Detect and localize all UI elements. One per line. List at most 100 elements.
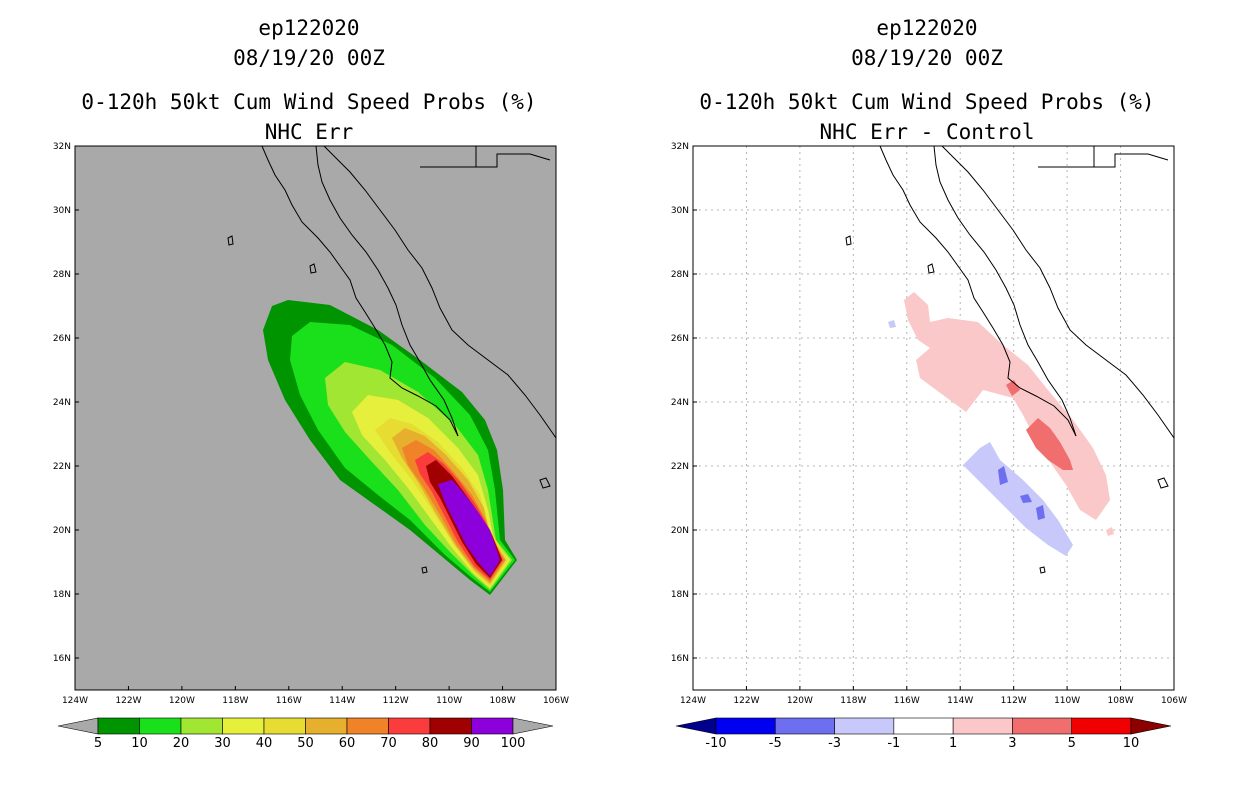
island-2 bbox=[309, 263, 317, 274]
colorbar-label: 40 bbox=[256, 736, 273, 751]
difference-map: 32N 30N 28N 26N 24N 22N 20N 18N 16N 124W 122W 120W… bbox=[671, 142, 1187, 751]
map-background bbox=[693, 146, 1174, 690]
lat-label: 32N bbox=[53, 142, 71, 152]
colorbar: -10 -5 -3 -1 1 3 5 10 bbox=[675, 717, 1172, 751]
coastlines bbox=[227, 146, 556, 574]
colorbar-segment bbox=[97, 717, 140, 735]
colorbar-label: -1 bbox=[887, 736, 900, 751]
lat-label: 26N bbox=[671, 334, 689, 344]
island-3 bbox=[539, 477, 551, 489]
lon-label: 112W bbox=[1001, 696, 1027, 706]
colorbar-segment bbox=[715, 717, 776, 735]
contour-neg-1b bbox=[888, 320, 896, 328]
contour-neg-1 bbox=[963, 442, 1073, 556]
colorbar-label: 90 bbox=[463, 736, 480, 751]
right-panel: ep122020 08/19/20 00Z 0-120h 50kt Cum Wi… bbox=[618, 0, 1236, 800]
colorbar-segment bbox=[388, 717, 431, 735]
lon-label: 110W bbox=[436, 696, 462, 706]
colorbar-high-arrow bbox=[1130, 717, 1172, 735]
colorbar-segment bbox=[1012, 717, 1073, 735]
lat-axis: 32N 30N 28N 26N 24N 22N 20N 18N 16N bbox=[53, 142, 79, 664]
storm-id: ep122020 bbox=[258, 16, 360, 40]
lon-label: 116W bbox=[276, 696, 302, 706]
colorbar-segment bbox=[180, 717, 223, 735]
island-1 bbox=[227, 235, 234, 246]
colorbar-label: 50 bbox=[297, 736, 314, 751]
map-frame bbox=[74, 145, 557, 691]
lat-label: 24N bbox=[671, 398, 689, 408]
map-frame bbox=[692, 145, 1175, 691]
colorbar-segment bbox=[471, 717, 514, 735]
island-4 bbox=[421, 566, 428, 574]
colorbar-high-arrow bbox=[512, 717, 554, 735]
lat-label: 32N bbox=[671, 142, 689, 152]
storm-id: ep122020 bbox=[876, 16, 978, 40]
colorbar: 5 10 20 30 40 50 60 70 80 90 100 bbox=[57, 717, 554, 751]
lat-label: 24N bbox=[53, 398, 71, 408]
colorbar-segment bbox=[834, 717, 895, 735]
lat-label: 20N bbox=[671, 526, 689, 536]
lat-label: 22N bbox=[671, 462, 689, 472]
colorbar-label: 5 bbox=[94, 736, 102, 751]
colorbar-label: 70 bbox=[380, 736, 397, 751]
coastline-baja-east bbox=[315, 146, 459, 437]
border-line bbox=[1038, 146, 1169, 168]
colorbar-label: 3 bbox=[1008, 736, 1016, 751]
island-4 bbox=[1039, 566, 1046, 574]
lon-label: 122W bbox=[733, 696, 759, 706]
lon-label: 124W bbox=[680, 696, 706, 706]
lon-label: 110W bbox=[1054, 696, 1080, 706]
lon-label: 112W bbox=[383, 696, 409, 706]
lat-label: 22N bbox=[53, 462, 71, 472]
colorbar-segment bbox=[952, 717, 1013, 735]
island-1 bbox=[845, 235, 852, 246]
lon-label: 120W bbox=[787, 696, 813, 706]
colorbar-segment bbox=[893, 717, 954, 735]
colorbar-low-arrow bbox=[675, 717, 717, 735]
contour-neg-3 bbox=[998, 466, 1008, 485]
colorbar-label: 30 bbox=[214, 736, 231, 751]
colorbar-label: 100 bbox=[501, 736, 526, 751]
lon-label: 106W bbox=[1161, 696, 1187, 706]
colorbar-segment bbox=[346, 717, 389, 735]
chart-subtitle: NHC Err - Control bbox=[819, 120, 1035, 144]
contour-90 bbox=[438, 480, 500, 576]
coastline-baja-east bbox=[933, 146, 1077, 437]
lon-label: 108W bbox=[1108, 696, 1134, 706]
colorbar-label: 20 bbox=[173, 736, 190, 751]
contour-neg-3c bbox=[1036, 505, 1045, 520]
lon-label: 114W bbox=[947, 696, 973, 706]
coastlines bbox=[845, 146, 1174, 574]
lat-label: 18N bbox=[671, 590, 689, 600]
difference-contours bbox=[888, 292, 1114, 556]
colorbar-label: -10 bbox=[705, 736, 726, 751]
lon-label: 118W bbox=[222, 696, 248, 706]
colorbar-label: 5 bbox=[1068, 736, 1076, 751]
colorbar-label: 80 bbox=[422, 736, 439, 751]
border-line bbox=[420, 146, 551, 168]
coastline-mainland bbox=[323, 146, 556, 439]
colorbar-segment bbox=[263, 717, 306, 735]
lat-label: 16N bbox=[671, 654, 689, 664]
colorbar-label: -5 bbox=[769, 736, 782, 751]
colorbar-label: 60 bbox=[339, 736, 356, 751]
contour-pos-1b bbox=[1106, 527, 1114, 536]
colorbar-segment bbox=[1071, 717, 1132, 735]
left-panel: ep122020 08/19/20 00Z 0-120h 50kt Cum Wi… bbox=[53, 16, 569, 751]
lat-label: 18N bbox=[53, 590, 71, 600]
colorbar-low-arrow bbox=[57, 717, 99, 735]
probability-map: 32N 30N 28N 26N 24N 22N 20N 18N 16N 124W 122W 120W… bbox=[53, 142, 569, 751]
lon-label: 114W bbox=[329, 696, 355, 706]
lat-label: 26N bbox=[53, 334, 71, 344]
lat-label: 28N bbox=[671, 270, 689, 280]
colorbar-label: 10 bbox=[131, 736, 148, 751]
lon-axis: 124W 122W 120W 118W 116W 114W 112W 110W 108W 106W bbox=[680, 686, 1187, 706]
lat-label: 16N bbox=[53, 654, 71, 664]
colorbar-label: 10 bbox=[1123, 736, 1140, 751]
lon-label: 124W bbox=[62, 696, 88, 706]
island-3 bbox=[1157, 477, 1169, 489]
chart-subtitle: NHC Err bbox=[264, 120, 354, 144]
colorbar-label: 1 bbox=[949, 736, 957, 751]
chart-title: 0-120h 50kt Cum Wind Speed Probs (%) bbox=[699, 90, 1155, 114]
colorbar-segment bbox=[139, 717, 182, 735]
